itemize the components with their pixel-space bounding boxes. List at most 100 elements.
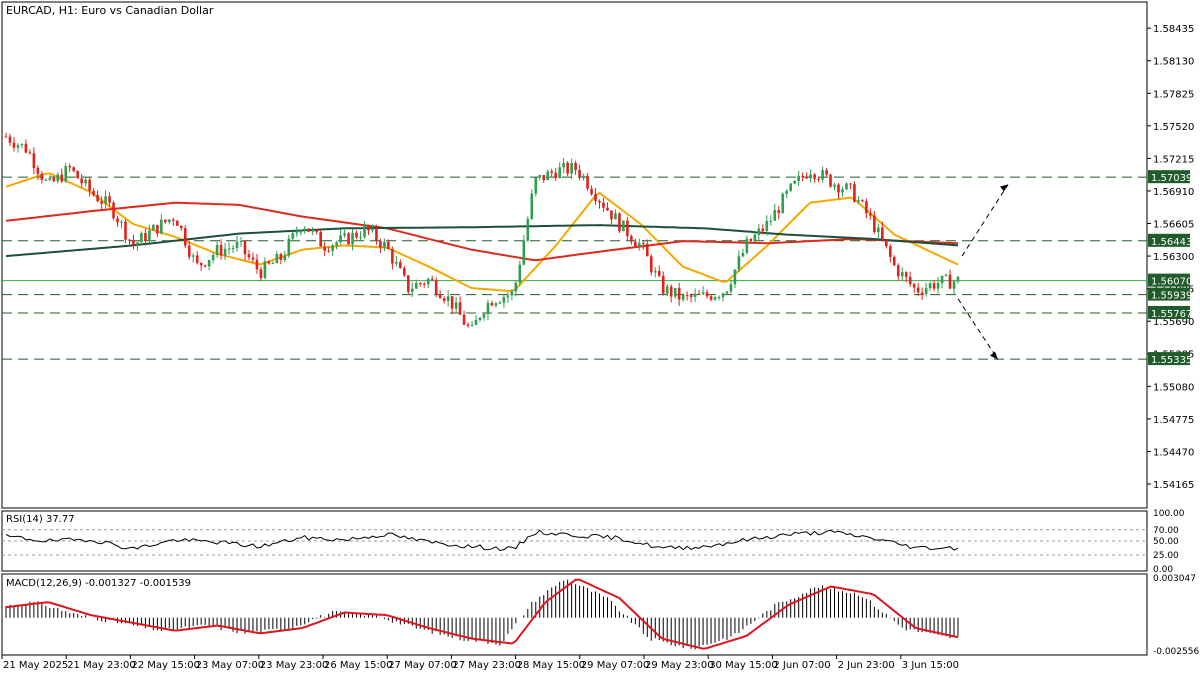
time-tick-label: 2 Jun 23:00 — [838, 660, 895, 671]
candle-body — [339, 235, 342, 243]
candle-body — [48, 178, 52, 180]
rsi-tick-label: 100.00 — [1153, 509, 1185, 519]
candle-body — [466, 324, 470, 326]
candle-body — [267, 261, 271, 264]
candle-body — [749, 238, 753, 242]
candle-body — [223, 248, 227, 256]
candle-body — [446, 296, 450, 301]
candle-body — [263, 261, 267, 279]
candle-body — [426, 278, 430, 285]
candle-body — [450, 296, 454, 309]
candle-body — [841, 189, 844, 193]
candle-body — [140, 233, 143, 243]
candle-body — [36, 167, 40, 174]
candle-body — [12, 142, 16, 148]
candle-body — [144, 233, 147, 242]
candle-body — [279, 254, 283, 260]
rsi-tick-label: 70.00 — [1153, 526, 1179, 536]
time-tick-label: 2 Jun 07:00 — [773, 660, 830, 671]
candle-body — [649, 256, 653, 273]
level-badge — [1148, 233, 1190, 247]
candle-body — [215, 244, 219, 255]
candle-body — [255, 259, 259, 270]
candle-body — [606, 207, 609, 211]
candle-body — [550, 171, 554, 173]
candle-body — [92, 190, 95, 196]
candle-body — [60, 174, 64, 182]
candle-body — [20, 143, 24, 146]
candle-body — [538, 175, 542, 178]
candle-body — [916, 287, 920, 293]
candle-body — [781, 193, 785, 214]
candle-body — [327, 250, 330, 252]
candle-body — [287, 238, 291, 256]
rsi-line — [5, 529, 959, 552]
candle-body — [410, 288, 414, 292]
main-panel-frame — [1, 1, 1148, 509]
candle-body — [478, 317, 482, 320]
candle-body — [502, 297, 506, 303]
time-tick-label: 27 May 07:00 — [388, 660, 457, 671]
candle-body — [195, 255, 199, 263]
candle-body — [179, 225, 183, 229]
candle-body — [486, 302, 490, 315]
candle-body — [952, 281, 956, 289]
level-badge-label: 1.55335 — [1151, 355, 1192, 366]
level-badge-label: 1.56070 — [1151, 277, 1192, 288]
price-tick-label: 1.55690 — [1153, 317, 1194, 328]
candle-body — [618, 213, 621, 232]
candle-body — [124, 221, 127, 240]
candle-body — [506, 295, 510, 298]
candle-body — [498, 302, 502, 304]
candle-body — [697, 293, 701, 295]
candle-body — [422, 283, 426, 285]
candle-body — [669, 286, 673, 297]
candle-body — [602, 202, 605, 208]
candle-body — [64, 165, 68, 182]
macd-signal-line — [5, 578, 959, 650]
candle-body — [642, 243, 645, 245]
ma-line-mid — [5, 201, 959, 262]
macd-panel-frame — [1, 573, 1148, 656]
time-tick-label: 28 May 15:00 — [517, 660, 586, 671]
price-tick-label: 1.57215 — [1153, 154, 1194, 165]
candle-body — [885, 239, 888, 247]
candle-body — [821, 170, 824, 180]
macd-tick-label: -0.002556 — [1153, 647, 1199, 657]
candle-body — [24, 143, 28, 153]
time-tick-label: 21 May 23:00 — [67, 660, 136, 671]
level-badge — [1148, 287, 1190, 301]
arrow-up-head — [1000, 184, 1008, 192]
candle-body — [28, 152, 32, 154]
level-badge — [1148, 305, 1190, 319]
candle-body — [845, 183, 848, 190]
candle-body — [924, 287, 928, 294]
candle-body — [789, 183, 793, 191]
candle-body — [438, 294, 442, 299]
candle-body — [713, 297, 717, 300]
candle-body — [853, 184, 856, 202]
candle-body — [299, 230, 303, 233]
candle-body — [701, 292, 705, 295]
candle-body — [156, 224, 159, 234]
candle-body — [231, 248, 235, 250]
candle-body — [235, 241, 239, 249]
candle-body — [80, 178, 83, 184]
price-tick-label: 1.56605 — [1153, 220, 1194, 231]
rsi-tick-label: 0.00 — [1153, 565, 1173, 575]
candle-body — [769, 220, 773, 222]
candle-body — [395, 262, 398, 264]
candle-body — [892, 256, 896, 266]
candle-body — [877, 227, 880, 233]
candle-body — [861, 200, 864, 202]
candle-body — [689, 295, 693, 298]
candle-body — [175, 220, 179, 226]
candle-body — [148, 230, 151, 242]
candle-body — [837, 184, 840, 193]
level-badge-label: 1.57039 — [1151, 173, 1192, 184]
candle-body — [518, 264, 522, 283]
candle-body — [522, 240, 526, 265]
candle-body — [291, 233, 295, 239]
candle-body — [546, 171, 550, 181]
